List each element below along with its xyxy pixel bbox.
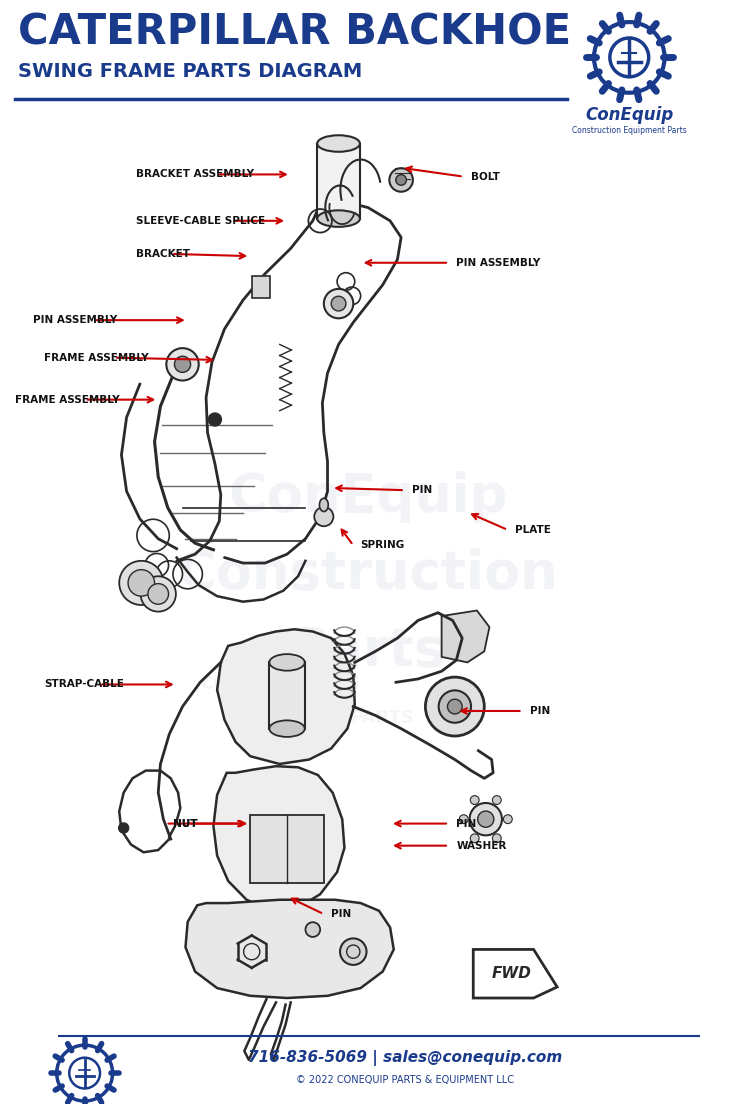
Circle shape bbox=[470, 803, 502, 836]
Ellipse shape bbox=[317, 136, 360, 151]
Text: WASHER: WASHER bbox=[456, 840, 506, 851]
Ellipse shape bbox=[319, 498, 328, 511]
Text: ConEquip: ConEquip bbox=[585, 106, 673, 124]
Circle shape bbox=[174, 357, 191, 372]
Text: PLATE: PLATE bbox=[515, 524, 551, 535]
Text: CONSTRUCTION: CONSTRUCTION bbox=[200, 676, 359, 693]
Circle shape bbox=[470, 834, 479, 842]
Text: CATERPILLAR BACKHOE: CATERPILLAR BACKHOE bbox=[18, 11, 572, 53]
Polygon shape bbox=[442, 611, 489, 662]
Circle shape bbox=[331, 296, 346, 311]
Text: BRACKET ASSEMBLY: BRACKET ASSEMBLY bbox=[136, 169, 254, 180]
Circle shape bbox=[141, 576, 176, 612]
Circle shape bbox=[118, 822, 129, 834]
Text: PIN ASSEMBLY: PIN ASSEMBLY bbox=[33, 315, 117, 326]
Circle shape bbox=[425, 677, 484, 736]
Circle shape bbox=[396, 174, 406, 185]
Ellipse shape bbox=[269, 654, 305, 670]
Polygon shape bbox=[473, 949, 557, 998]
Circle shape bbox=[340, 938, 367, 965]
Text: SPRING: SPRING bbox=[361, 540, 405, 551]
Circle shape bbox=[389, 168, 413, 192]
Ellipse shape bbox=[269, 721, 305, 737]
Circle shape bbox=[166, 348, 199, 381]
Text: © 2022 CONEQUIP PARTS & EQUIPMENT LLC: © 2022 CONEQUIP PARTS & EQUIPMENT LLC bbox=[296, 1074, 514, 1085]
Circle shape bbox=[492, 796, 501, 805]
Text: BOLT: BOLT bbox=[471, 171, 500, 182]
Text: SWING FRAME PARTS DIAGRAM: SWING FRAME PARTS DIAGRAM bbox=[18, 62, 363, 81]
Bar bbox=[269, 662, 305, 729]
Bar bbox=[317, 144, 360, 219]
Text: PIN: PIN bbox=[530, 705, 551, 716]
Circle shape bbox=[459, 815, 468, 824]
Polygon shape bbox=[217, 629, 355, 764]
Circle shape bbox=[470, 796, 479, 805]
Polygon shape bbox=[185, 900, 394, 998]
Bar bbox=[252, 276, 270, 298]
Circle shape bbox=[314, 507, 333, 527]
Circle shape bbox=[478, 811, 494, 827]
Ellipse shape bbox=[317, 211, 360, 226]
Circle shape bbox=[492, 834, 501, 842]
Text: 716-836-5069 | sales@conequip.com: 716-836-5069 | sales@conequip.com bbox=[248, 1050, 562, 1065]
Text: Parts: Parts bbox=[291, 625, 445, 678]
Text: SLEEVE-CABLE SPLICE: SLEEVE-CABLE SPLICE bbox=[136, 215, 265, 226]
Text: NUT: NUT bbox=[173, 818, 197, 829]
Text: PARTS: PARTS bbox=[351, 709, 414, 726]
Text: PIN: PIN bbox=[412, 485, 433, 496]
Circle shape bbox=[324, 289, 353, 318]
Circle shape bbox=[119, 561, 163, 605]
Text: PIN ASSEMBLY: PIN ASSEMBLY bbox=[456, 257, 540, 268]
Text: NUT: NUT bbox=[173, 818, 197, 829]
Circle shape bbox=[305, 922, 320, 937]
Circle shape bbox=[447, 699, 462, 714]
Text: STRAP-CABLE: STRAP-CABLE bbox=[44, 679, 124, 690]
Circle shape bbox=[208, 413, 222, 426]
Text: Construction: Construction bbox=[177, 548, 559, 601]
Polygon shape bbox=[213, 766, 344, 911]
Text: ConEquip: ConEquip bbox=[228, 470, 508, 523]
Circle shape bbox=[148, 584, 169, 604]
Text: PIN: PIN bbox=[456, 818, 477, 829]
Text: FRAME ASSEMBLY: FRAME ASSEMBLY bbox=[15, 394, 119, 405]
Text: PIN: PIN bbox=[331, 909, 352, 920]
Text: FWD: FWD bbox=[492, 966, 531, 981]
Circle shape bbox=[439, 690, 471, 723]
Circle shape bbox=[503, 815, 512, 824]
Text: FRAME ASSEMBLY: FRAME ASSEMBLY bbox=[44, 352, 149, 363]
Circle shape bbox=[128, 570, 155, 596]
Text: BRACKET: BRACKET bbox=[136, 248, 190, 259]
Text: Construction Equipment Parts: Construction Equipment Parts bbox=[572, 126, 687, 135]
Bar bbox=[250, 815, 324, 883]
